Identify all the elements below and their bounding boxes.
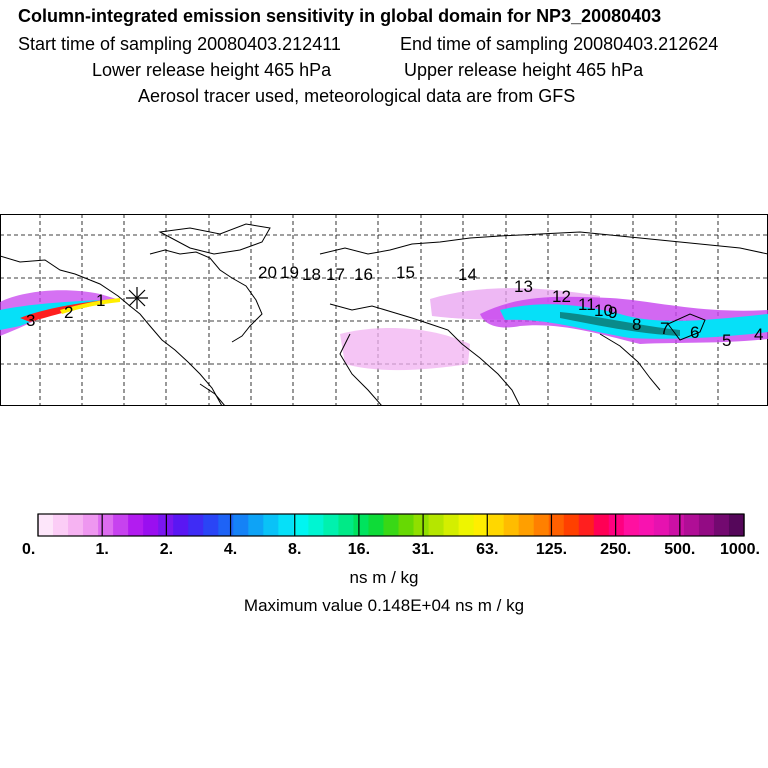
- colorbar-tick-labels: 0. 1. 2. 4. 8. 16. 31. 63. 125. 250. 500. 1000.: [22, 541, 760, 558]
- day-label: 12: [552, 287, 571, 306]
- day-label: 20: [258, 263, 277, 282]
- colorbar-swatch: [203, 514, 219, 536]
- colorbar-swatches: [38, 514, 745, 536]
- day-label: 5: [722, 331, 731, 350]
- colorbar-swatch: [368, 514, 385, 536]
- colorbar-swatch: [533, 514, 550, 536]
- end-time: End time of sampling 20080403.212624: [400, 34, 719, 54]
- colorbar-swatch: [683, 514, 700, 536]
- colorbar-swatch: [413, 514, 430, 536]
- colorbar-swatch: [173, 514, 189, 536]
- release-point-asterisk: [126, 287, 148, 309]
- colorbar-tick-label: 2.: [160, 541, 173, 558]
- colorbar: 0. 1. 2. 4. 8. 16. 31. 63. 125. 250. 500. 1000.: [22, 513, 760, 558]
- colorbar-swatch: [608, 514, 625, 536]
- colorbar-tick-label: 63.: [476, 541, 498, 558]
- day-label: 1: [96, 291, 105, 310]
- colorbar-swatch: [713, 514, 730, 536]
- colorbar-swatch: [188, 514, 204, 536]
- colorbar-tick-label: 1000.: [720, 541, 760, 558]
- colorbar-swatch: [113, 514, 129, 536]
- colorbar-swatch: [218, 514, 234, 536]
- colorbar-tick-label: 1.: [96, 541, 109, 558]
- colorbar-swatch: [143, 514, 159, 536]
- colorbar-swatch: [398, 514, 415, 536]
- colorbar-swatch: [263, 514, 279, 536]
- day-label: 17: [326, 265, 345, 284]
- colorbar-tick-label: 500.: [664, 541, 695, 558]
- colorbar-swatch: [128, 514, 144, 536]
- day-label: 16: [354, 265, 373, 284]
- colorbar-swatch: [338, 514, 355, 536]
- colorbar-tick-label: 0.: [22, 541, 35, 558]
- colorbar-swatch: [83, 514, 99, 536]
- colorbar-swatch: [563, 514, 580, 536]
- day-label: 19: [280, 263, 299, 282]
- day-label: 6: [690, 323, 699, 342]
- colorbar-units: ns m / kg: [349, 568, 419, 587]
- start-time: Start time of sampling 20080403.212411: [18, 34, 341, 54]
- colorbar-swatch: [53, 514, 69, 536]
- lower-release-height: Lower release height 465 hPa: [92, 60, 332, 80]
- colorbar-swatch: [548, 514, 565, 536]
- colorbar-tick-label: 250.: [600, 541, 631, 558]
- colorbar-swatch: [323, 514, 340, 536]
- maximum-value: Maximum value 0.148E+04 ns m / kg: [243, 596, 525, 615]
- colorbar-tick-label: 125.: [536, 541, 567, 558]
- coastlines: [0, 223, 768, 406]
- colorbar-tick-label: 8.: [288, 541, 301, 558]
- colorbar-swatch: [38, 514, 54, 536]
- day-label: 3: [26, 311, 35, 330]
- colorbar-swatch: [503, 514, 520, 536]
- colorbar-swatch: [518, 514, 535, 536]
- colorbar-swatch: [308, 514, 324, 536]
- colorbar-swatch: [353, 514, 370, 536]
- upper-release-height: Upper release height 465 hPa: [404, 60, 644, 80]
- day-label: 13: [514, 277, 533, 296]
- colorbar-major-ticks: [37, 514, 745, 536]
- colorbar-swatch: [668, 514, 685, 536]
- day-label: 18: [302, 265, 321, 284]
- colorbar-swatch: [293, 514, 309, 536]
- day-label: 2: [64, 303, 73, 322]
- colorbar-swatch: [443, 514, 460, 536]
- plot-title: Column-integrated emission sensitivity i…: [18, 6, 662, 26]
- colorbar-swatch: [728, 514, 745, 536]
- day-label: 4: [754, 325, 763, 344]
- day-label: 7: [660, 319, 669, 338]
- colorbar-tick-label: 31.: [412, 541, 434, 558]
- colorbar-swatch: [623, 514, 640, 536]
- colorbar-swatch: [233, 514, 249, 536]
- colorbar-tick-label: 16.: [348, 541, 370, 558]
- colorbar-swatch: [593, 514, 610, 536]
- day-label: 15: [396, 263, 415, 282]
- day-label: 8: [632, 315, 641, 334]
- day-label: 10: [594, 301, 613, 320]
- colorbar-swatch: [428, 514, 445, 536]
- colorbar-swatch: [473, 514, 490, 536]
- colorbar-swatch: [698, 514, 715, 536]
- colorbar-swatch: [98, 514, 114, 536]
- colorbar-swatch: [68, 514, 84, 536]
- aerosol-info: Aerosol tracer used, meteorological data…: [138, 86, 576, 106]
- day-label: 9: [608, 303, 617, 322]
- day-label: 11: [578, 295, 596, 314]
- colorbar-swatch: [488, 514, 505, 536]
- colorbar-tick-label: 4.: [224, 541, 237, 558]
- colorbar-swatch: [458, 514, 475, 536]
- colorbar-swatch: [638, 514, 655, 536]
- colorbar-swatch: [248, 514, 264, 536]
- day-label: 14: [458, 265, 477, 284]
- colorbar-swatch: [653, 514, 670, 536]
- colorbar-swatch: [383, 514, 400, 536]
- colorbar-swatch: [278, 514, 294, 536]
- colorbar-swatch: [578, 514, 595, 536]
